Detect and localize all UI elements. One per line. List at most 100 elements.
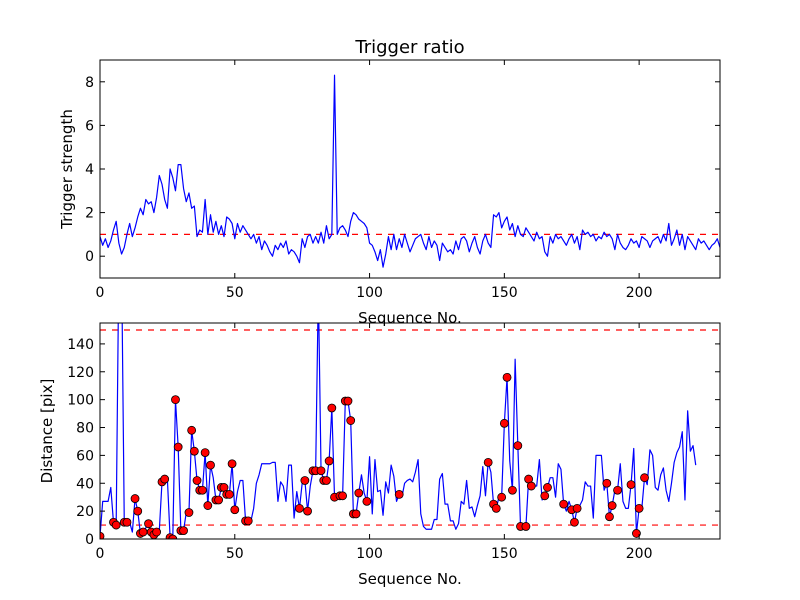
distance-marker-point	[179, 526, 188, 536]
distance-marker-point	[200, 448, 210, 458]
distance-marker-point	[602, 478, 612, 488]
distance-marker-point	[173, 442, 183, 452]
trigger-series-line	[100, 74, 720, 268]
distance-marker-point	[198, 485, 207, 495]
trigger-y-tick-label: 0	[85, 249, 94, 265]
distance-marker-point	[171, 395, 180, 405]
trigger-x-tick-label: 150	[491, 285, 518, 301]
distance-marker-point	[144, 519, 153, 529]
distance-marker-point	[626, 480, 636, 490]
distance-marker-point	[521, 522, 531, 531]
distance-marker-point	[640, 473, 649, 483]
distance-marker-point	[227, 459, 237, 469]
distance-subplot: 0 50 100 150 200 0 20 40 60 80 100 120 140 Sequence …	[38, 322, 721, 588]
distance-x-tick-label: 0	[96, 546, 105, 562]
distance-marker-point	[338, 491, 348, 501]
distance-marker-point	[243, 516, 253, 526]
distance-marker-point	[303, 506, 312, 516]
distance-marker-point	[499, 418, 509, 428]
distance-plot-area	[100, 323, 720, 539]
trigger-x-tick-label: 100	[356, 285, 383, 301]
distance-x-axis-label: Sequence No.	[358, 570, 462, 588]
trigger-axis-ticks: 0 50 100 150 200 0 2 4 6 8	[85, 60, 720, 301]
distance-marker-point	[111, 520, 121, 530]
distance-y-tick-label: 0	[85, 532, 94, 548]
distance-marker-point	[322, 476, 331, 485]
distance-marker-point	[138, 527, 148, 537]
trigger-x-axis-label: Sequence No.	[358, 309, 462, 327]
distance-y-tick-label: 40	[76, 476, 94, 492]
trigger-plot-area	[100, 74, 720, 268]
distance-marker-point	[559, 499, 569, 509]
distance-marker-point	[214, 495, 224, 505]
trigger-x-tick-label: 200	[626, 285, 653, 301]
trigger-x-tick-label: 0	[96, 285, 105, 301]
distance-y-tick-label: 100	[67, 393, 94, 409]
distance-marker-point	[152, 527, 162, 537]
distance-marker-point	[572, 503, 582, 513]
trigger-x-tick-label: 50	[226, 285, 244, 301]
distance-marker-point	[192, 476, 202, 485]
distance-marker-point	[540, 491, 550, 501]
distance-marker-point	[502, 372, 512, 382]
distance-marker-point	[605, 512, 614, 522]
distance-marker-point	[508, 485, 517, 495]
distance-marker-point	[543, 483, 552, 492]
distance-x-tick-label: 150	[491, 546, 518, 562]
distance-y-axis-label: Distance [pix]	[38, 379, 56, 484]
distance-marker-point	[133, 506, 143, 516]
distance-marker-point	[607, 501, 617, 510]
distance-marker-point	[526, 481, 536, 491]
distance-y-tick-label: 80	[76, 421, 94, 437]
distance-marker-point	[316, 466, 326, 476]
distance-marker-point	[324, 456, 334, 466]
distance-marker-point	[570, 517, 579, 527]
distance-marker-point	[343, 396, 353, 406]
distance-marker-point	[497, 492, 507, 502]
distance-marker-point	[362, 496, 372, 506]
distance-marker-point	[351, 509, 361, 519]
trigger-y-tick-label: 4	[85, 162, 94, 178]
distance-x-tick-label: 200	[626, 546, 653, 562]
distance-marker-point	[513, 441, 523, 451]
distance-axes-frame	[99, 322, 721, 540]
distance-marker-point	[184, 508, 194, 517]
distance-marker-point	[354, 488, 364, 498]
distance-marker-point	[346, 416, 356, 425]
trigger-y-axis-label: Trigger strength	[58, 109, 76, 230]
distance-marker-point	[187, 425, 197, 435]
distance-y-tick-label: 20	[76, 504, 94, 520]
distance-y-tick-label: 120	[67, 365, 94, 381]
distance-marker-point	[100, 531, 105, 539]
distance-marker-point	[189, 446, 199, 456]
trigger-clipped-area	[100, 74, 720, 268]
distance-marker-point	[122, 517, 132, 527]
distance-marker-point	[295, 503, 304, 513]
distance-marker-point	[483, 457, 493, 467]
trigger-y-tick-label: 2	[85, 206, 94, 222]
chart-title: Trigger ratio	[354, 37, 464, 58]
distance-marker-point	[394, 490, 404, 499]
distance-marker-point	[224, 490, 234, 499]
distance-marker-point	[130, 494, 140, 503]
trigger-axes-frame	[99, 59, 721, 279]
trigger-ratio-subplot: Trigger ratio 0 50 100 150 200 0 2 4 6 8 Sequence…	[58, 37, 721, 327]
distance-x-tick-label: 50	[226, 546, 244, 562]
distance-x-tick-label: 100	[356, 546, 383, 562]
distance-marker-point	[300, 476, 310, 485]
distance-y-tick-label: 60	[76, 448, 94, 464]
distance-clipped-area	[100, 323, 720, 539]
distance-marker-point	[632, 529, 641, 538]
trigger-y-tick-label: 8	[85, 75, 94, 91]
distance-axis-ticks: 0 50 100 150 200 0 20 40 60 80 100 120 140	[67, 323, 720, 562]
distance-y-tick-label: 140	[67, 337, 94, 353]
distance-marker-point	[327, 403, 337, 413]
distance-marker-point	[634, 503, 644, 513]
distance-marker-point	[491, 503, 501, 513]
distance-marker-point	[168, 534, 178, 539]
distance-marker-point	[160, 474, 170, 484]
distance-marker-point	[613, 485, 622, 495]
distance-marker-point	[230, 505, 240, 515]
distance-marker-point	[206, 460, 215, 470]
